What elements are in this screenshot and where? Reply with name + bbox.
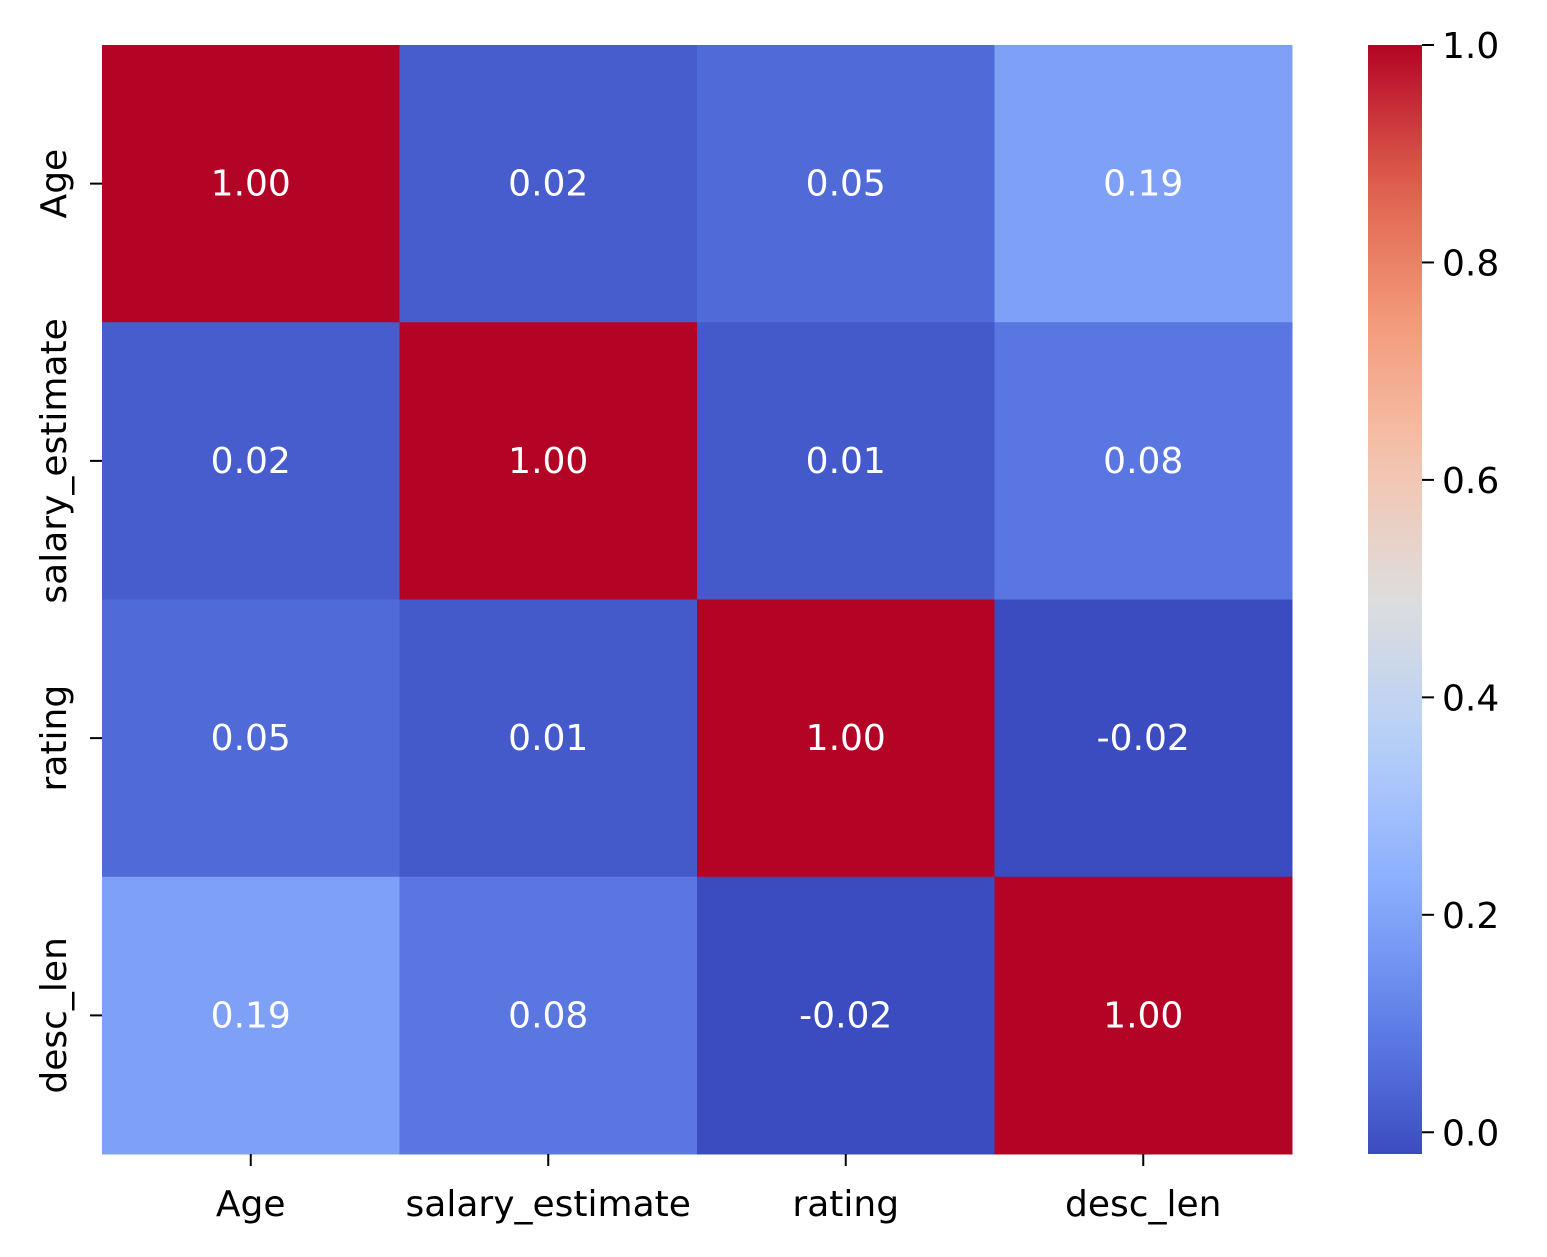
cell-value-label: -0.02 [799, 995, 892, 1036]
y-tick-label: Age [34, 149, 75, 219]
cell-value-label: 1.00 [806, 718, 886, 759]
heatmap-cell [697, 599, 995, 878]
cell-value-label: 1.00 [1103, 995, 1183, 1036]
cell-value-label: -0.02 [1097, 718, 1190, 759]
cell-value-label: 0.01 [806, 441, 886, 482]
heatmap-cell [399, 45, 698, 323]
cell-value-label: 0.02 [508, 164, 588, 205]
x-tick-label: rating [792, 1184, 899, 1225]
y-tick-label: rating [34, 685, 75, 792]
y-tick-label: desc_len [34, 937, 75, 1094]
heatmap-cell [697, 322, 995, 600]
cell-value-label: 0.02 [211, 441, 291, 482]
x-tick-label: desc_len [1065, 1184, 1222, 1225]
colorbar-scale [1368, 45, 1422, 1154]
cell-value-label: 1.00 [508, 441, 588, 482]
colorbar-ticks: 0.0 0.2 0.4 0.6 0.8 1.0 [1422, 26, 1499, 1154]
heatmap-cell [102, 322, 400, 600]
heatmap-cells [102, 45, 1293, 1155]
heatmap-cell [399, 599, 698, 878]
cell-value-label: 0.08 [508, 995, 588, 1036]
heatmap-cell [994, 599, 1293, 878]
cell-value-label: 0.05 [211, 718, 291, 759]
heatmap-cell [102, 45, 400, 323]
colorbar-tick-label: 0.2 [1442, 896, 1499, 937]
colorbar-tick-label: 0.6 [1442, 461, 1499, 502]
cell-value-label: 1.00 [211, 164, 291, 205]
y-tick-label: salary_estimate [34, 318, 75, 603]
cell-value-label: 0.19 [1103, 164, 1183, 205]
heatmap-cell [994, 322, 1293, 600]
heatmap-cell [102, 599, 400, 878]
cell-value-label: 0.01 [508, 718, 588, 759]
heatmap-cell [994, 45, 1293, 323]
colorbar-tick-label: 0.8 [1442, 243, 1499, 284]
cell-value-label: 0.19 [211, 995, 291, 1036]
heatmap-cell [399, 322, 698, 600]
colorbar-tick-label: 1.0 [1442, 26, 1499, 67]
heatmap-cell [994, 876, 1293, 1155]
heatmap-cell-labels: 1.00 0.02 0.05 0.19 0.02 1.00 0.01 0.08 0.05 0.01… [211, 164, 1190, 1037]
x-tick-label: Age [216, 1184, 286, 1225]
colorbar-tick-label: 0.4 [1442, 678, 1499, 719]
x-tick-label: salary_estimate [406, 1184, 691, 1225]
heatmap-cell [697, 45, 995, 323]
cell-value-label: 0.05 [806, 164, 886, 205]
colorbar-tick-label: 0.0 [1442, 1113, 1499, 1154]
colorbar: 0.0 0.2 0.4 0.6 0.8 1.0 [1368, 26, 1499, 1154]
heatmap-cell [102, 876, 400, 1155]
heatmap-cell [697, 876, 995, 1155]
cell-value-label: 0.08 [1103, 441, 1183, 482]
heatmap-cell [399, 876, 698, 1155]
x-axis: Age salary_estimate rating desc_len [216, 1154, 1222, 1225]
